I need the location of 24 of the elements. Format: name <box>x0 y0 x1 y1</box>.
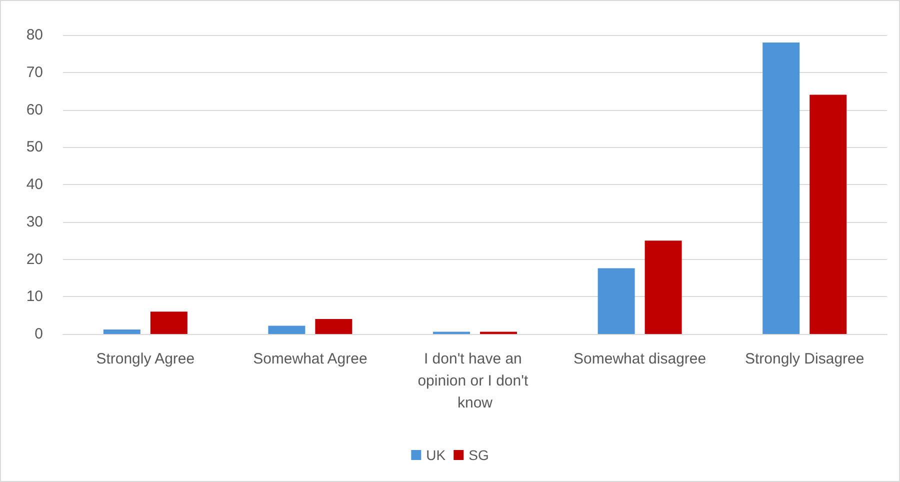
y-tick-label: 20 <box>26 250 43 268</box>
x-tick-label: I don't have an opinion or I don't know <box>418 350 532 412</box>
y-tick-label: 80 <box>26 26 43 44</box>
bar <box>103 330 140 334</box>
y-tick-label: 70 <box>26 64 43 81</box>
y-tick-label: 60 <box>26 101 43 118</box>
bar <box>268 326 306 334</box>
bar <box>644 240 682 334</box>
y-tick-label: 0 <box>34 326 43 342</box>
x-tick-label: Strongly Disagree <box>744 350 864 368</box>
bar <box>810 94 847 334</box>
bar <box>315 319 352 334</box>
legend-label: SG <box>468 447 489 463</box>
bar <box>598 268 635 334</box>
bar <box>762 42 800 334</box>
x-tick-label: Somewhat disagree <box>574 350 706 368</box>
y-tick-label: 40 <box>26 176 43 193</box>
y-tick-label: 50 <box>26 138 43 156</box>
legend-label: UK <box>426 447 446 463</box>
y-tick-label: 30 <box>26 213 43 230</box>
x-tick-label: Somewhat Agree <box>253 350 368 368</box>
y-tick-label: 10 <box>26 288 43 306</box>
x-tick-label: Strongly Agree <box>96 350 195 368</box>
bar <box>150 312 188 334</box>
